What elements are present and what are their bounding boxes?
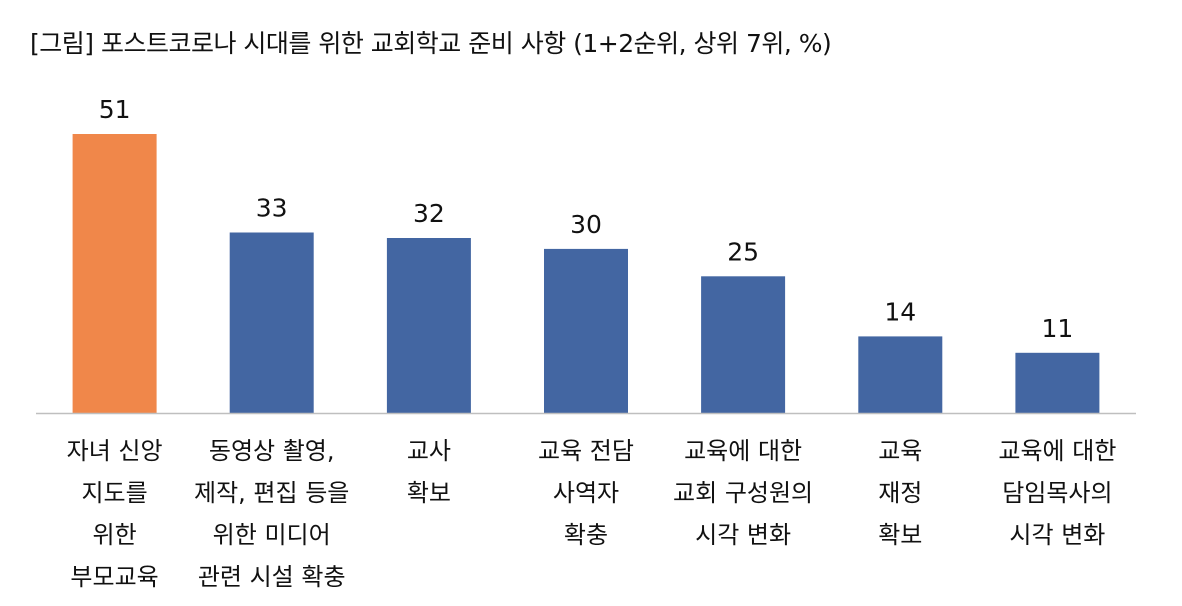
category-label-line: 제작, 편집 등을 — [194, 479, 349, 507]
category-label-line: 부모교육 — [70, 563, 158, 591]
data-label-5: 25 — [727, 237, 759, 266]
category-label-line: 교사 — [407, 437, 451, 465]
category-label-line: 확충 — [564, 521, 608, 549]
category-label-line: 교육에 대한 — [684, 437, 802, 465]
category-label-line: 교육 — [878, 437, 922, 465]
bar-2 — [229, 232, 314, 413]
bars-group — [72, 134, 1100, 414]
data-label-3: 32 — [413, 199, 445, 228]
data-label-1: 51 — [99, 95, 131, 124]
category-label-line: 교육에 대한 — [998, 437, 1116, 465]
data-label-2: 33 — [256, 194, 288, 223]
category-label-line: 위한 미디어 — [213, 521, 331, 549]
data-label-4: 30 — [570, 210, 602, 239]
category-label-line: 사역자 — [553, 479, 619, 507]
bar-1 — [72, 134, 157, 413]
category-label-line: 위한 — [93, 521, 137, 549]
bar-3 — [386, 238, 471, 413]
data-label-7: 11 — [1041, 314, 1073, 343]
category-label-line: 관련 시설 확충 — [198, 563, 346, 591]
bar-6 — [858, 336, 943, 413]
category-label-line: 확보 — [407, 479, 451, 507]
category-label-line: 시각 변화 — [1009, 521, 1105, 549]
data-label-6: 14 — [884, 297, 916, 326]
category-label-line: 교육 전담 — [538, 437, 634, 465]
category-label-line: 지도를 — [81, 479, 147, 507]
bar-7 — [1015, 352, 1100, 413]
category-label-line: 확보 — [878, 521, 922, 549]
category-label-line: 시각 변화 — [695, 521, 791, 549]
bar-5 — [701, 276, 786, 414]
value-labels-group: 51 33 32 30 25 14 11 — [99, 95, 1074, 343]
bar-4 — [544, 248, 628, 413]
chart-title: [그림] 포스트코로나 시대를 위한 교회학교 준비 사항 (1+2순위, 상위… — [30, 29, 832, 58]
category-label-line: 담임목사의 — [1002, 479, 1112, 507]
category-label-line: 동영상 촬영, — [209, 437, 335, 465]
category-label-line: 교회 구성원의 — [673, 479, 813, 507]
category-label-line: 자녀 신앙 — [67, 437, 163, 465]
category-label-line: 재정 — [878, 479, 922, 507]
